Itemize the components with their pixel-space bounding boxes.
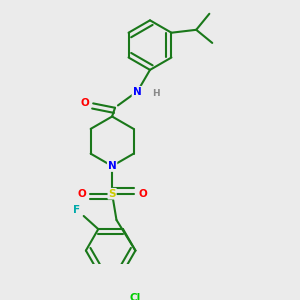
Text: H: H (152, 89, 160, 98)
Text: O: O (77, 189, 86, 199)
Text: N: N (108, 161, 116, 171)
Text: Cl: Cl (129, 293, 140, 300)
Text: F: F (73, 205, 80, 215)
Text: S: S (108, 189, 116, 199)
Text: O: O (81, 98, 89, 108)
Text: O: O (138, 189, 147, 199)
Text: N: N (133, 87, 141, 97)
